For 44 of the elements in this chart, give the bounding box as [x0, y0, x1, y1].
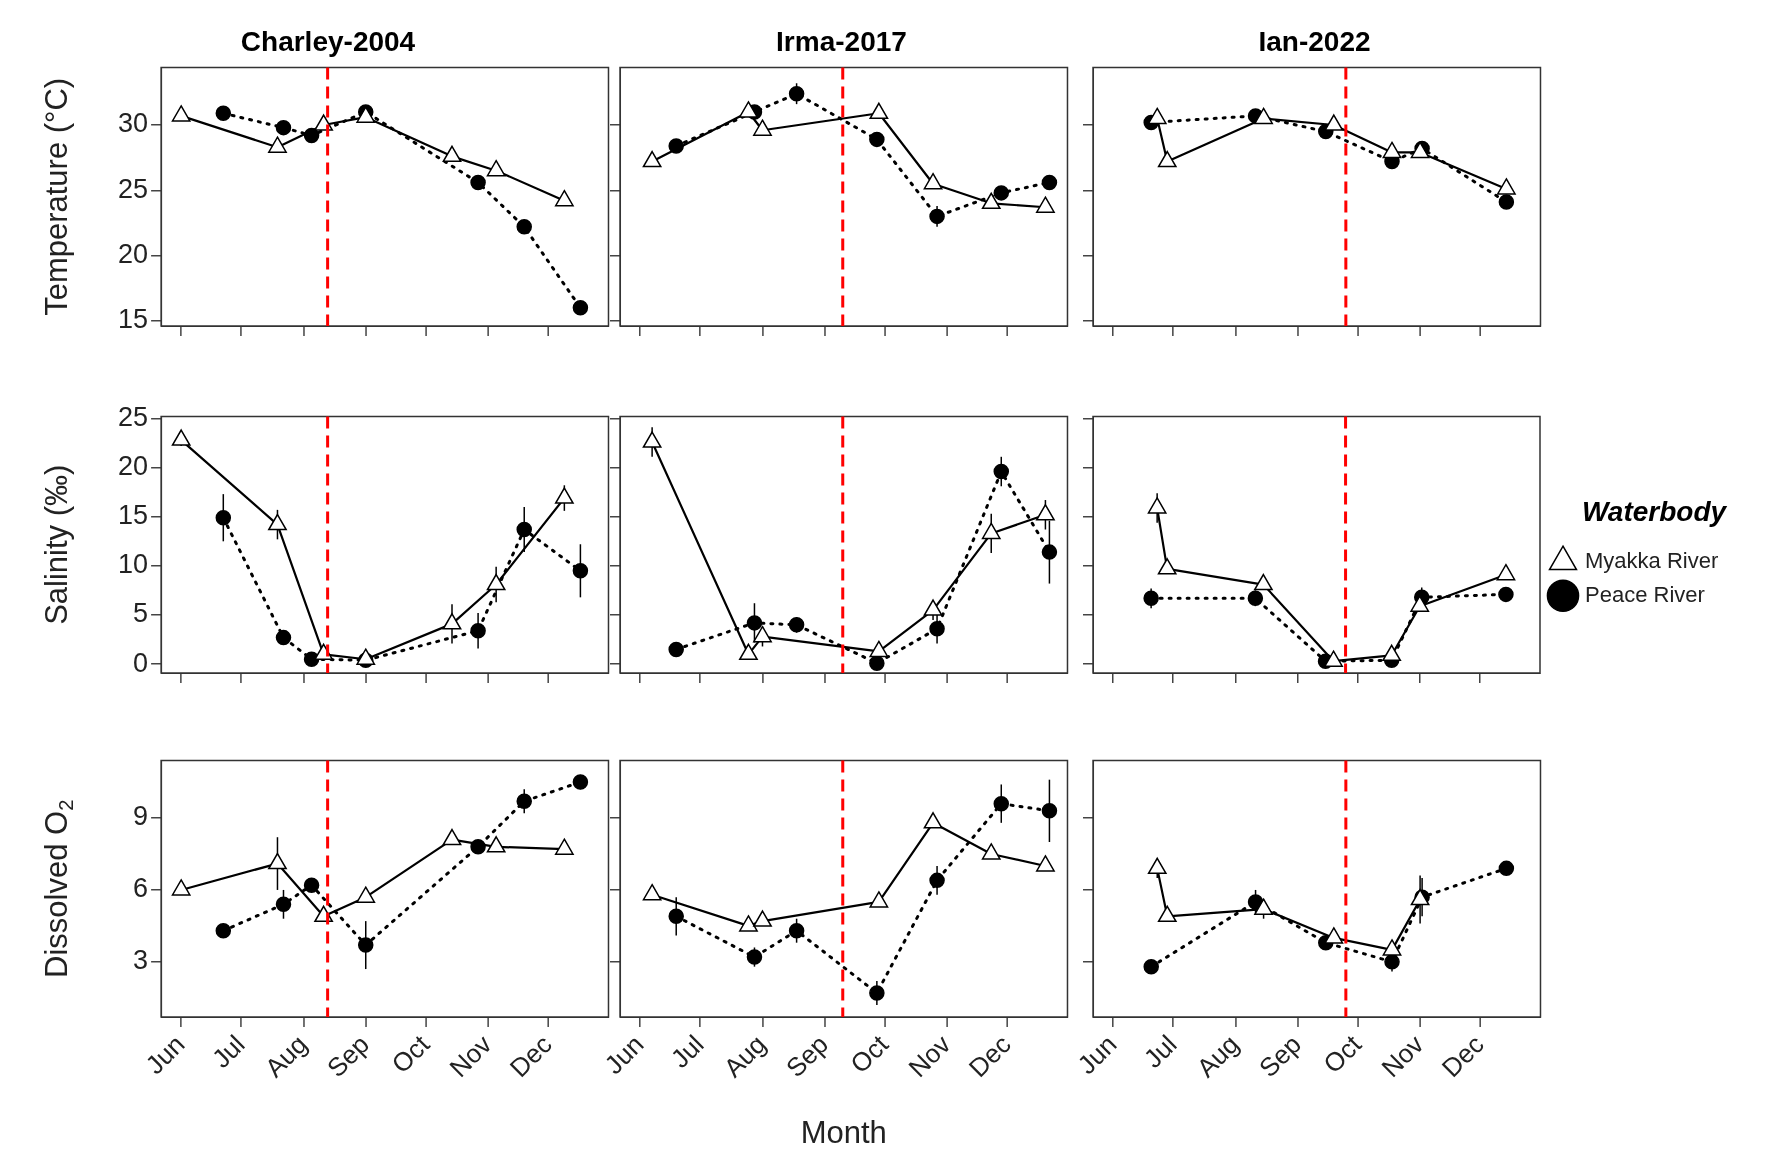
legend-label: Myakka River	[1585, 547, 1719, 573]
x-tick-label: Sep	[1253, 1029, 1308, 1084]
x-tick-label: Sep	[321, 1029, 376, 1084]
y-tick-label: 25	[118, 173, 149, 204]
x-tick-label: Jun	[139, 1029, 191, 1080]
y-tick-label: 0	[133, 647, 149, 678]
legend-title: Waterbody	[1581, 495, 1728, 527]
chart-title: Charley-2004	[240, 25, 416, 57]
x-tick-label: Aug	[1190, 1029, 1245, 1084]
y-axis-title: Temperature (°C)	[38, 77, 74, 316]
y-tick-label: 25	[118, 401, 149, 432]
x-tick-label: Nov	[443, 1029, 498, 1084]
x-tick-label: Aug	[717, 1029, 772, 1084]
y-tick-label: 20	[118, 451, 149, 482]
x-tick-label: Sep	[780, 1029, 835, 1084]
x-tick-label: Nov	[1375, 1029, 1430, 1084]
x-tick-label: Oct	[1317, 1028, 1368, 1079]
y-tick-label: 6	[133, 873, 149, 904]
y-tick-label: 3	[133, 945, 149, 976]
x-tick-label: Jun	[1071, 1029, 1123, 1080]
x-tick-label: Dec	[962, 1029, 1017, 1084]
y-tick-label: 30	[118, 108, 149, 139]
y-tick-label: 15	[118, 500, 149, 531]
x-tick-label: Jun	[598, 1029, 650, 1080]
y-tick-label: 20	[118, 238, 149, 269]
y-tick-label: 5	[133, 598, 149, 629]
y-tick-label: 10	[118, 549, 149, 580]
x-axis-title: Month	[800, 1114, 887, 1150]
x-tick-label: Dec	[503, 1029, 558, 1084]
x-tick-label: Oct	[844, 1028, 895, 1079]
x-tick-label: Jul	[1137, 1029, 1183, 1074]
y-axis-title: Salinity (‰)	[38, 464, 74, 625]
y-axis-title: Dissolved O2	[38, 799, 77, 978]
chart-title: Irma-2017	[776, 25, 907, 57]
x-tick-label: Nov	[902, 1029, 957, 1084]
x-tick-label: Jul	[205, 1029, 251, 1074]
x-tick-label: Jul	[664, 1029, 710, 1074]
y-tick-label: 9	[133, 801, 149, 832]
x-tick-label: Oct	[385, 1028, 436, 1079]
x-tick-label: Dec	[1435, 1029, 1490, 1084]
x-tick-label: Aug	[258, 1029, 313, 1084]
y-tick-label: 15	[118, 304, 149, 335]
chart-title: Ian-2022	[1258, 25, 1371, 57]
legend-label: Peace River	[1585, 581, 1705, 607]
